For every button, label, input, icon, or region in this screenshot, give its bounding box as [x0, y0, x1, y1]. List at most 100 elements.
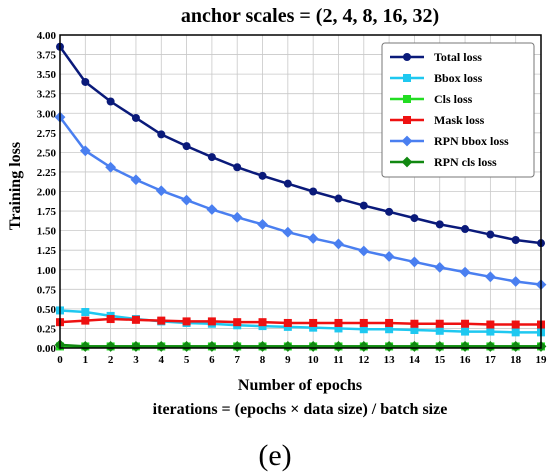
x-tick-label: 14: [409, 354, 421, 366]
series-rpn-bbox-loss: [54, 111, 547, 291]
legend-label: Mask loss: [434, 113, 485, 127]
x-axis-ticks: 0 1 2 3 4 5 6 7 8 9 10 11 12 13 14 15 16 17 18 19: [57, 354, 547, 366]
legend-label: Total loss: [434, 50, 482, 64]
x-tick-label: 3: [133, 354, 139, 366]
y-tick-label: 0.75: [37, 284, 57, 296]
data-point-rpn-cls-loss: [206, 341, 218, 352]
data-point-rpn-bbox-loss: [155, 185, 167, 197]
chart-title: anchor scales = (2, 4, 8, 16, 32): [181, 5, 439, 27]
y-tick-label: 0.25: [37, 323, 57, 335]
data-point-rpn-bbox-loss: [206, 204, 218, 215]
data-point-mask-loss: [157, 316, 166, 325]
legend-swatch-marker: [403, 95, 411, 103]
data-point-bbox-loss: [435, 326, 444, 335]
y-tick-label: 3.50: [37, 69, 57, 81]
legend-entry-mask-loss: Mask loss: [390, 113, 485, 127]
data-point-total-loss: [511, 236, 520, 245]
data-point-rpn-bbox-loss: [231, 211, 243, 223]
x-tick-label: 8: [260, 354, 266, 366]
series-bbox-loss: [56, 306, 545, 337]
data-point-total-loss: [410, 214, 419, 223]
data-point-total-loss: [486, 230, 495, 239]
legend-entry-rpn-cls-loss: RPN cls loss: [390, 155, 497, 169]
data-point-total-loss: [182, 142, 191, 151]
x-tick-label: 5: [184, 354, 190, 366]
series-line-mask-loss: [59, 317, 541, 326]
data-point-rpn-cls-loss: [459, 341, 471, 352]
x-tick-label: 11: [333, 354, 343, 366]
data-point-mask-loss: [81, 316, 90, 325]
data-point-rpn-bbox-loss: [484, 271, 496, 283]
x-axis-subtitle: iterations = (epochs × data size) / batc…: [153, 401, 448, 418]
data-point-bbox-loss: [385, 325, 394, 334]
x-tick-label: 12: [358, 354, 370, 366]
y-tick-label: 2.00: [37, 187, 57, 199]
legend-swatch-marker: [401, 135, 413, 147]
legend-box: [381, 42, 535, 178]
y-tick-label: 0.50: [37, 304, 57, 316]
y-tick-label: 0.00: [37, 343, 57, 355]
data-point-total-loss: [258, 171, 267, 180]
series-line-total-loss: [58, 46, 542, 245]
x-tick-label: 17: [485, 354, 497, 366]
y-axis-label: Training loss: [7, 142, 24, 230]
data-point-rpn-bbox-loss: [257, 218, 268, 230]
data-point-bbox-loss: [511, 328, 520, 337]
legend: Total loss Bbox loss Cls loss Mask loss RPN …: [381, 42, 535, 178]
y-tick-label: 1.50: [37, 226, 57, 238]
data-point-rpn-cls-loss: [105, 341, 117, 352]
y-tick-label: 3.75: [37, 50, 57, 62]
data-point-total-loss: [106, 97, 115, 106]
x-tick-label: 1: [83, 354, 89, 366]
data-point-rpn-cls-loss: [307, 341, 319, 352]
data-point-rpn-cls-loss: [282, 341, 294, 352]
x-tick-label: 19: [536, 354, 548, 366]
data-point-bbox-loss: [309, 323, 318, 332]
legend-entry-total-loss: Total loss: [390, 50, 482, 64]
data-point-rpn-bbox-loss: [333, 238, 344, 250]
data-point-bbox-loss: [461, 327, 470, 336]
data-point-rpn-bbox-loss: [79, 145, 91, 157]
data-point-mask-loss: [385, 318, 394, 327]
x-tick-label: 18: [510, 354, 522, 366]
data-point-total-loss: [283, 179, 292, 188]
y-tick-label: 1.75: [37, 206, 57, 218]
legend-label: RPN cls loss: [434, 155, 497, 169]
data-point-mask-loss: [486, 320, 495, 329]
data-point-rpn-bbox-loss: [459, 266, 471, 278]
legend-label: RPN bbox loss: [434, 134, 509, 148]
y-tick-label: 1.00: [37, 265, 57, 277]
y-tick-label: 2.25: [37, 167, 57, 179]
data-point-mask-loss: [106, 315, 115, 324]
data-point-rpn-bbox-loss: [181, 194, 192, 206]
y-axis-ticks: 0.00 0.25 0.50 0.75 1.00 1.25 1.50 1.75 2.00 2.25…: [37, 30, 57, 355]
data-point-total-loss: [81, 77, 90, 86]
data-point-total-loss: [157, 130, 166, 139]
legend-label: Bbox loss: [434, 71, 483, 85]
data-point-bbox-loss: [486, 327, 495, 336]
data-point-rpn-bbox-loss: [434, 262, 446, 273]
legend-entry-rpn-bbox-loss: RPN bbox loss: [390, 134, 509, 148]
data-point-mask-loss: [435, 319, 444, 328]
data-point-rpn-cls-loss: [130, 341, 142, 352]
data-point-rpn-bbox-loss: [105, 161, 117, 173]
data-point-rpn-bbox-loss: [383, 251, 395, 262]
data-point-rpn-cls-loss: [333, 341, 344, 352]
x-tick-label: 16: [460, 354, 472, 366]
data-point-rpn-bbox-loss: [358, 245, 370, 257]
data-point-rpn-cls-loss: [484, 341, 496, 352]
data-point-rpn-bbox-loss: [282, 226, 294, 238]
y-tick-label: 3.00: [37, 108, 57, 120]
data-point-mask-loss: [131, 315, 140, 324]
data-point-rpn-cls-loss: [79, 341, 91, 352]
legend-swatch-marker: [403, 53, 411, 61]
data-point-mask-loss: [410, 319, 419, 328]
data-point-mask-loss: [309, 318, 318, 327]
data-point-mask-loss: [207, 317, 216, 326]
series-layer: [54, 42, 547, 352]
data-point-total-loss: [207, 153, 216, 162]
data-point-rpn-cls-loss: [231, 341, 243, 352]
legend-label: Cls loss: [434, 92, 473, 106]
data-point-total-loss: [385, 207, 394, 216]
data-point-rpn-cls-loss: [434, 341, 446, 352]
